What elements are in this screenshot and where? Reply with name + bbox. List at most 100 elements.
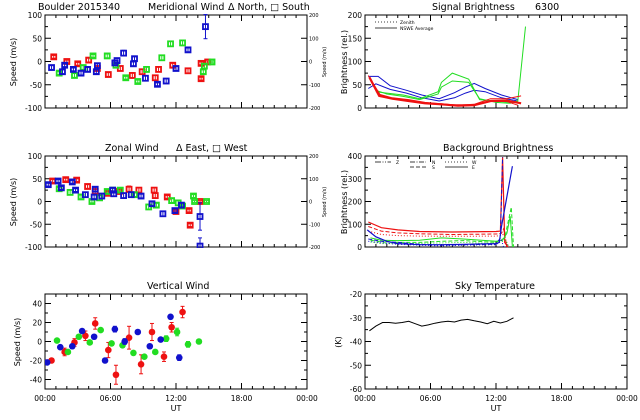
meridional-title-prefix: Boulder 2015340: [38, 2, 120, 13]
signal-ytick-label: 0: [357, 104, 362, 113]
vertical-red-point: [91, 317, 99, 330]
skytemp-xtick-label: 18:00: [551, 394, 573, 403]
skytemp-ytick-label: -30: [350, 314, 362, 323]
zonal-title: Zonal Wind: [105, 143, 159, 154]
meridional-blue-point: [69, 66, 77, 73]
marker-square: [171, 207, 179, 215]
meridional-wind-panel: Boulder 2015340 Meridional Wind Δ North,…: [9, 2, 328, 113]
marker-square: [98, 192, 106, 200]
signal-title-suffix: 6300: [535, 2, 559, 13]
vertical-blue-point: [134, 328, 142, 336]
signal-ytick-label: 200: [348, 11, 363, 20]
background-series-red-2: [368, 226, 508, 248]
zonal-blue-point: [178, 201, 185, 209]
marker-square: [134, 78, 142, 85]
vertical-ytick-label: 20: [32, 319, 42, 328]
vertical-wind-panel: Vertical Wind Speed (m/s) UT -40 -20 0 20 40…: [13, 281, 318, 413]
marker-square: [203, 198, 210, 205]
skytemp-plot-area: [369, 317, 514, 332]
skytemp-title: Sky Temperature: [455, 281, 535, 292]
marker-square: [90, 193, 98, 201]
marker-dot: [130, 349, 137, 357]
marker-dot: [160, 353, 168, 361]
meridional-blue-point: [184, 46, 192, 54]
marker-dot: [121, 338, 128, 345]
background-plot-area: [366, 157, 514, 248]
marker-square: [92, 68, 100, 76]
marker-dot: [112, 371, 120, 379]
skytemp-ytick-label: -20: [350, 290, 362, 299]
marker-square: [120, 192, 127, 199]
meridional-ytick-right-label: -200: [309, 106, 320, 112]
vertical-blue-point: [56, 343, 64, 351]
meridional-ylabel: Speed (m/s): [9, 38, 18, 87]
marker-square: [154, 80, 161, 88]
zonal-ylabel: Speed (m/s): [9, 178, 18, 227]
meridional-blue-point: [84, 66, 91, 73]
zonal-blue-point: [54, 177, 62, 185]
vertical-ytick-label: -40: [30, 376, 42, 385]
meridional-blue-point: [131, 55, 138, 63]
marker-square: [143, 66, 150, 73]
zonal-blue-point: [68, 178, 76, 186]
vertical-red-point: [125, 325, 133, 350]
legend-zenith-label: Zenith: [400, 20, 415, 26]
meridional-ytick-right-label: -100: [309, 83, 320, 89]
zonal-ytick-label: -50: [30, 220, 42, 229]
marker-dot: [141, 353, 148, 361]
marker-square: [202, 23, 209, 31]
skytemp-xtick-label: 00:00: [354, 394, 376, 403]
marker-square: [168, 197, 176, 204]
marker-square: [89, 52, 97, 60]
zonal-blue-point: [196, 202, 204, 231]
zonal-red-point: [150, 186, 158, 194]
marker-square: [77, 69, 85, 77]
marker-square: [135, 186, 143, 194]
zonal-blue-point: [159, 210, 167, 218]
meridional-red-point: [128, 72, 136, 79]
zonal-red-point: [186, 221, 194, 229]
zonal-ytick-label: 100: [28, 152, 43, 161]
skytemp-plot-frame: [364, 293, 628, 390]
meridional-ytick-label: -50: [30, 81, 42, 90]
marker-square: [142, 74, 149, 82]
marker-square: [151, 192, 159, 199]
signal-series-blue-2: [368, 83, 518, 102]
background-series-red-3: [368, 230, 508, 248]
meridional-plot-frame: [44, 14, 308, 109]
skytemp-xtick-label: 06:00: [420, 394, 442, 403]
background-ytick-label: 100: [348, 220, 363, 229]
signal-series-blue-1: [368, 75, 518, 101]
background-title: Background Brightness: [443, 143, 553, 154]
marker-dot: [168, 323, 175, 331]
signal-ytick-label: 100: [348, 58, 363, 67]
zonal-ytick-label: -100: [25, 243, 42, 252]
vertical-blue-point: [101, 357, 109, 364]
marker-dot: [111, 325, 119, 333]
zonal-blue-point: [98, 192, 106, 200]
marker-dot: [86, 339, 94, 346]
skytemp-ytick-label: -60: [350, 385, 362, 394]
skytemp-xtick-label: 12:00: [485, 394, 507, 403]
zonal-green-point: [190, 192, 197, 200]
meridional-blue-point: [48, 64, 55, 71]
zonal-blue-point: [120, 192, 127, 199]
marker-dot: [162, 335, 170, 342]
sky-temperature-panel: Sky Temperature (K) UT -60 -50 -40 -30 -20 00…: [334, 281, 638, 413]
marker-square: [167, 40, 174, 48]
signal-ytick-label: 150: [348, 34, 363, 43]
zonal-ytick-right-label: 100: [309, 177, 319, 183]
marker-square: [159, 210, 167, 218]
marker-square: [184, 67, 192, 75]
marker-square: [178, 201, 185, 209]
background-series-blue-3: [368, 239, 505, 248]
vertical-blue-point: [45, 359, 51, 366]
zonal-blue-point: [90, 193, 98, 201]
zonal-legend-text: Δ East, □ West: [176, 143, 248, 154]
marker-square: [197, 75, 205, 83]
vertical-red-point: [168, 322, 175, 333]
background-brightness-panel: Background Brightness Brightness (rel.) …: [340, 143, 628, 252]
marker-dot: [148, 328, 156, 336]
skytemp-ytick-label: -40: [350, 338, 362, 347]
